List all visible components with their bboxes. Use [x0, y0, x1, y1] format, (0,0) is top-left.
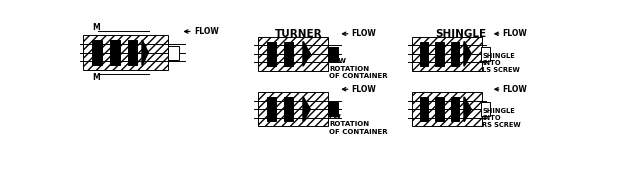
- Text: TURNER: TURNER: [275, 29, 323, 39]
- Bar: [267, 42, 276, 66]
- Bar: [110, 40, 120, 65]
- Bar: [258, 37, 328, 71]
- Text: FLOW: FLOW: [502, 85, 527, 94]
- Bar: [127, 40, 137, 65]
- Text: FLOW: FLOW: [194, 27, 219, 36]
- Text: SHINGLE: SHINGLE: [435, 29, 486, 39]
- FancyArrow shape: [303, 42, 311, 66]
- Bar: [451, 97, 459, 122]
- Bar: [482, 103, 490, 116]
- FancyArrow shape: [464, 97, 472, 122]
- Text: CCW
ROTATION
OF CONTAINER: CCW ROTATION OF CONTAINER: [329, 58, 388, 79]
- Text: FLOW: FLOW: [351, 29, 376, 38]
- Bar: [328, 47, 338, 61]
- Text: M: M: [92, 23, 100, 32]
- Bar: [420, 97, 428, 122]
- Bar: [92, 40, 102, 65]
- Bar: [412, 92, 482, 126]
- Bar: [168, 46, 179, 60]
- Bar: [284, 97, 293, 122]
- Text: SHINGLE
INTO
RS SCREW: SHINGLE INTO RS SCREW: [482, 108, 521, 129]
- Bar: [284, 42, 293, 66]
- Bar: [328, 103, 338, 116]
- Bar: [84, 35, 168, 70]
- Text: CW
ROTATION
OF CONTAINER: CW ROTATION OF CONTAINER: [329, 114, 388, 135]
- Bar: [412, 37, 482, 71]
- Bar: [436, 42, 444, 66]
- Bar: [482, 47, 490, 61]
- Text: FLOW: FLOW: [502, 29, 527, 38]
- FancyArrow shape: [464, 42, 472, 66]
- Bar: [267, 97, 276, 122]
- Bar: [436, 97, 444, 122]
- Text: SHINGLE
INTO
LS SCREW: SHINGLE INTO LS SCREW: [482, 53, 520, 73]
- Text: M: M: [92, 73, 100, 82]
- Bar: [420, 42, 428, 66]
- Text: FLOW: FLOW: [351, 85, 376, 94]
- Bar: [258, 92, 328, 126]
- FancyArrow shape: [142, 40, 149, 65]
- Bar: [451, 42, 459, 66]
- FancyArrow shape: [303, 97, 311, 122]
